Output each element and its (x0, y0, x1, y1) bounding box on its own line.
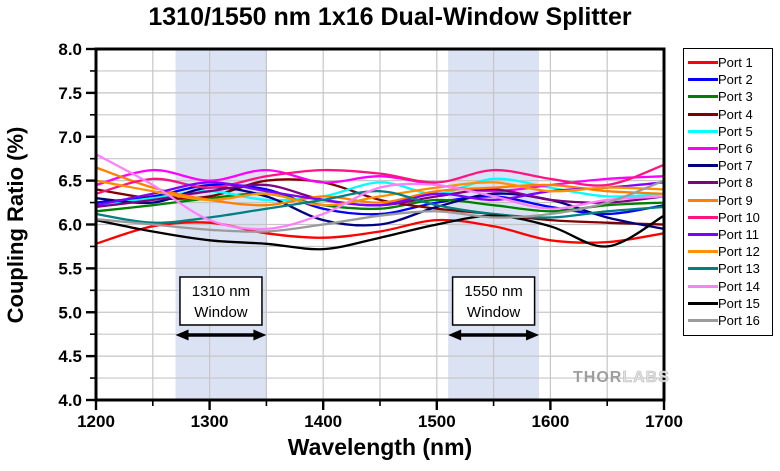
trace-port-6 (94, 168, 666, 193)
legend-label: Port 16 (718, 312, 760, 328)
trace-port-1 (94, 218, 666, 245)
plot-frame (94, 47, 666, 402)
legend-line-swatch (688, 147, 718, 151)
legend-line-swatch (688, 318, 718, 322)
trace-port-3 (94, 192, 666, 213)
legend-label: Port 3 (718, 89, 753, 105)
trace-port-15 (94, 214, 666, 251)
legend-line-swatch (688, 301, 718, 305)
legend-item-port-4: Port 4 (688, 106, 772, 123)
legend-label: Port 11 (718, 226, 759, 242)
legend-item-port-16: Port 16 (688, 312, 772, 329)
legend-item-port-1: Port 1 (688, 54, 772, 71)
legend-item-port-3: Port 3 (688, 88, 772, 105)
legend-label: Port 4 (718, 106, 753, 122)
x-axis-label: Wavelength (nm) (287, 434, 473, 460)
legend-line-swatch (688, 181, 718, 185)
legend-line-swatch (688, 284, 718, 288)
x-tick-label: 1300 (191, 412, 229, 431)
legend-line-swatch (688, 95, 718, 99)
trace-port-12 (94, 179, 666, 207)
y-tick-label: 7.0 (58, 128, 82, 147)
legend-line-swatch (688, 164, 718, 168)
window-arrowhead-left (448, 329, 462, 341)
legend-line-swatch (688, 198, 718, 202)
legend-line-swatch (688, 112, 718, 116)
legend-line-swatch (688, 267, 718, 271)
window-label-line: 1310 nm (192, 283, 250, 300)
window-arrowhead-right (526, 329, 540, 341)
window-label-line: Window (467, 304, 521, 321)
trace-port-10 (94, 163, 666, 195)
legend-item-port-6: Port 6 (688, 140, 772, 157)
window-label-line: 1550 nm (464, 283, 522, 300)
legend-item-port-5: Port 5 (688, 123, 772, 140)
y-tick-label: 5.5 (58, 259, 82, 278)
watermark-labs: LABS (622, 369, 670, 387)
legend-label: Port 7 (718, 158, 753, 174)
y-axis-label: Coupling Ratio (%) (3, 126, 28, 324)
legend-item-port-12: Port 12 (688, 243, 772, 260)
legend-label: Port 2 (718, 72, 753, 88)
legend: Port 1 Port 2 Port 3 Port 4 Port 5 Port 6 Port… (683, 48, 773, 336)
legend-line-swatch (688, 232, 718, 236)
trace-port-7 (94, 186, 666, 231)
window-label-box-1550 (451, 276, 536, 326)
trace-port-9 (94, 166, 666, 207)
x-tick-label: 1200 (77, 412, 115, 431)
window-arrowhead-left (175, 329, 189, 341)
legend-label: Port 5 (718, 123, 753, 139)
legend-label: Port 6 (718, 141, 753, 157)
x-tick-label: 1400 (304, 412, 342, 431)
legend-label: Port 10 (718, 209, 760, 225)
thorlabs-watermark: THORLABS (573, 369, 670, 387)
trace-port-13 (94, 190, 666, 224)
y-tick-label: 7.5 (58, 84, 82, 103)
y-tick-label: 6.5 (58, 172, 82, 191)
x-tick-label: 1700 (645, 412, 683, 431)
legend-line-swatch (688, 250, 718, 254)
legend-label: Port 15 (718, 295, 760, 311)
x-tick-label: 1500 (418, 412, 456, 431)
legend-line-swatch (688, 61, 718, 65)
trace-port-14 (94, 153, 666, 231)
watermark-thor: THOR (573, 369, 623, 386)
window-label-box-1310 (179, 276, 263, 326)
y-tick-label: 5.0 (58, 303, 82, 322)
legend-item-port-9: Port 9 (688, 192, 772, 209)
trace-port-16 (94, 179, 666, 233)
legend-item-port-2: Port 2 (688, 71, 772, 88)
legend-label: Port 13 (718, 261, 760, 277)
legend-item-port-15: Port 15 (688, 295, 772, 312)
legend-item-port-11: Port 11 (688, 226, 772, 243)
legend-line-swatch (688, 78, 718, 82)
x-tick-label: 1600 (531, 412, 569, 431)
legend-item-port-7: Port 7 (688, 157, 772, 174)
window-arrowhead-right (253, 329, 267, 341)
y-tick-label: 8.0 (58, 40, 82, 59)
legend-item-port-14: Port 14 (688, 277, 772, 294)
legend-item-port-8: Port 8 (688, 174, 772, 191)
legend-label: Port 1 (718, 55, 753, 71)
legend-item-port-13: Port 13 (688, 260, 772, 277)
legend-line-swatch (688, 129, 718, 133)
legend-line-swatch (688, 215, 718, 219)
y-tick-label: 4.0 (58, 391, 82, 410)
y-tick-label: 4.5 (58, 347, 82, 366)
legend-label: Port 9 (718, 192, 753, 208)
legend-label: Port 14 (718, 278, 760, 294)
window-label-line: Window (194, 304, 248, 321)
legend-item-port-10: Port 10 (688, 209, 772, 226)
legend-label: Port 8 (718, 175, 753, 191)
chart-title: 1310/1550 nm 1x16 Dual-Window Splitter (148, 3, 632, 31)
legend-label: Port 12 (718, 244, 760, 260)
y-tick-label: 6.0 (58, 216, 82, 235)
